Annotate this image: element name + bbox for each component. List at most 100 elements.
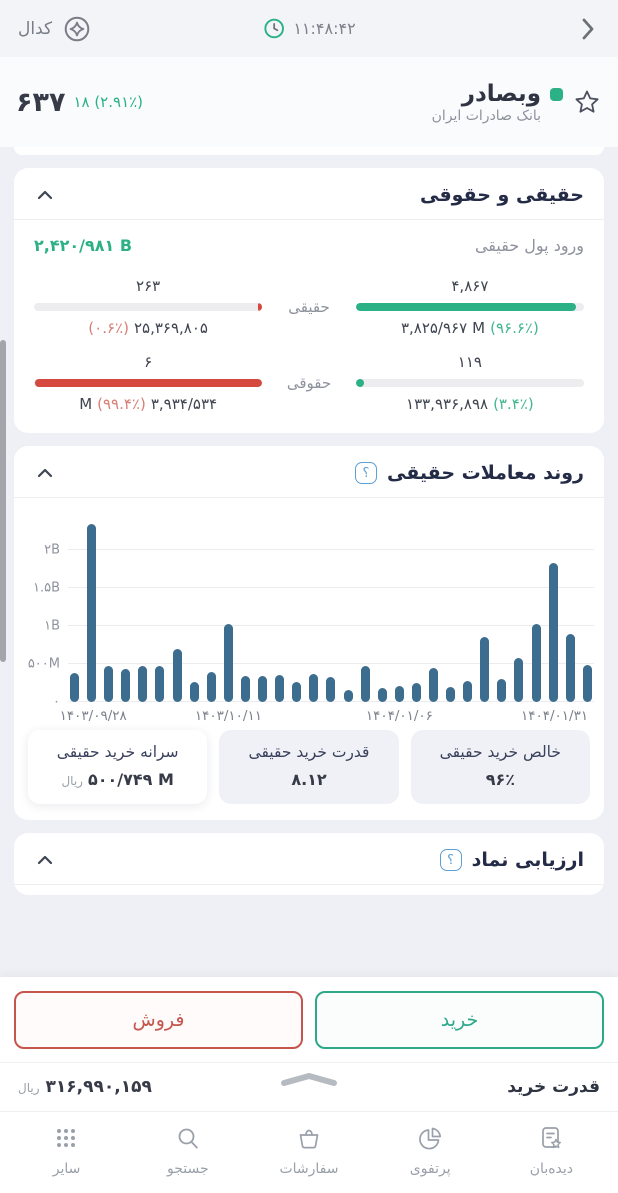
- money-inflow-value: ۲,۴۲۰/۹۸۱ B: [34, 236, 133, 255]
- card-title: ارزیابی نماد: [471, 849, 584, 871]
- last-price: ۶۳۷: [16, 86, 66, 118]
- collapse-button[interactable]: [34, 849, 56, 871]
- chart-bar: [377, 688, 387, 702]
- chevron-right-icon: [582, 18, 594, 39]
- sell-progress: [34, 303, 263, 311]
- y-axis: ۲B ۱.۵B ۱B ۵۰۰M ۰: [27, 542, 60, 710]
- chart-bar: [292, 682, 302, 702]
- buy-value: ۱۳۳,۹۳۶,۸۹۸ (۳.۴٪): [406, 395, 534, 413]
- buying-power-row: قدرت خرید ریال ۳۱۶,۹۹۰,۱۵۹: [0, 1063, 618, 1111]
- bottom-panel: خرید فروش قدرت خرید ریال ۳۱۶,۹۹۰,۱۵۹ دیده…: [0, 977, 618, 1193]
- sell-value: M (۹۹.۴٪) ۳,۹۳۴/۵۳۴: [79, 395, 218, 413]
- chart-bar: [138, 666, 148, 702]
- back-button[interactable]: [576, 14, 600, 44]
- money-inflow-row: ورود پول حقیقی ۲,۴۲۰/۹۸۱ B: [34, 236, 584, 255]
- divider: [0, 1111, 618, 1112]
- watchlist-icon: [542, 1127, 562, 1149]
- nav-search[interactable]: جستجو: [127, 1124, 248, 1177]
- card-title: حقیقی و حقوقی: [419, 184, 584, 206]
- orders-basket-icon: [299, 1129, 319, 1149]
- real-legal-card: حقیقی و حقوقی ورود پول حقیقی ۲,۴۲۰/۹۸۱ B…: [14, 168, 604, 433]
- codal-button[interactable]: کدال: [18, 14, 92, 44]
- bottom-nav: دیده‌بان پرتفوی سفارشات جستجو سایر: [0, 1112, 618, 1193]
- stat-real-buy-power[interactable]: قدرت خرید حقیقی ۸.۱۲: [219, 730, 399, 804]
- chevron-up-icon: [37, 855, 53, 865]
- nav-other[interactable]: سایر: [6, 1124, 127, 1177]
- nav-watchlist[interactable]: دیده‌بان: [491, 1124, 612, 1177]
- buy-progress: [355, 379, 584, 387]
- chart-bar: [309, 674, 319, 702]
- chart-bar: [531, 624, 541, 702]
- chart-bar: [514, 658, 524, 702]
- stat-boxes: خالص خرید حقیقی ۹۶٪ قدرت خرید حقیقی ۸.۱۲…: [14, 728, 604, 820]
- sell-progress: [34, 379, 263, 387]
- buy-value: ۳,۸۲۵/۹۶۷ M (۹۶.۶٪): [400, 319, 539, 337]
- chart-bar: [394, 686, 404, 702]
- more-dots-icon: [56, 1129, 75, 1147]
- buy-count: ۱۱۹: [457, 353, 482, 371]
- nav-orders[interactable]: سفارشات: [248, 1124, 369, 1177]
- chart-bar: [428, 668, 438, 702]
- row-label: حقوقی: [286, 374, 332, 392]
- chart-bar: [258, 676, 268, 702]
- chart-bar: [275, 675, 285, 702]
- market-time: ۱۱:۴۸:۴۲: [262, 17, 355, 40]
- chart-bar: [240, 676, 250, 702]
- chart-bar: [411, 683, 421, 702]
- chart-bars: [70, 512, 592, 702]
- chevron-up-icon: [37, 190, 53, 200]
- company-name: بانک صادرات ایران: [431, 108, 541, 125]
- row-label: حقیقی: [288, 298, 330, 316]
- buy-progress: [355, 303, 584, 311]
- stat-net-real-buy[interactable]: خالص خرید حقیقی ۹۶٪: [410, 730, 590, 804]
- portfolio-pie-icon: [419, 1127, 442, 1150]
- chart-bar: [121, 669, 131, 702]
- money-inflow-label: ورود پول حقیقی: [474, 236, 584, 255]
- collapse-button[interactable]: [34, 184, 56, 206]
- price-change: ۱۸ (۲.۹۱٪): [73, 93, 144, 111]
- chart-bar: [87, 524, 97, 702]
- help-icon[interactable]: ؟: [439, 849, 462, 871]
- buy-button[interactable]: خرید: [315, 991, 604, 1049]
- sell-count: ۶: [144, 353, 153, 371]
- chart-bar: [463, 681, 473, 702]
- evaluation-card: ارزیابی نماد ؟: [14, 833, 604, 895]
- chart-bar: [497, 679, 507, 702]
- chart-bar: [172, 649, 182, 702]
- chart-bar: [206, 672, 216, 702]
- divider: [0, 1062, 618, 1063]
- search-icon: [178, 1128, 198, 1149]
- chart-bar: [548, 563, 558, 702]
- chart-bar: [223, 624, 233, 702]
- nav-portfolio[interactable]: پرتفوی: [370, 1124, 491, 1177]
- legal-row: ۱۱۹ ۱۳۳,۹۳۶,۸۹۸ (۳.۴٪) حقوقی ۶ M (۹۹.۴٪) ۳,…: [34, 353, 584, 413]
- drag-handle[interactable]: [277, 1071, 341, 1087]
- sell-count: ۲۶۳: [136, 277, 161, 295]
- chart-bar: [155, 666, 165, 702]
- chevron-up-icon: [37, 468, 53, 478]
- chart-bar: [343, 690, 353, 702]
- chart-bar: [480, 637, 490, 702]
- chart-bar: [360, 666, 370, 702]
- symbol-header: وبصادر بانک صادرات ایران ۶۳۷ ۱۸ (۲.۹۱٪): [0, 57, 618, 147]
- tse-diamond-icon: [62, 14, 92, 44]
- codal-label: کدال: [18, 18, 53, 39]
- help-icon[interactable]: ؟: [354, 462, 377, 484]
- x-axis: ۱۴۰۳/۰۹/۲۸ ۱۴۰۳/۱۰/۱۱ ۱۴۰۴/۰۱/۰۶ ۱۴۰۴/۰۱…: [59, 708, 589, 724]
- stat-per-capita-buy[interactable]: سرانه خرید حقیقی ریال ۵۰۰/۷۴۹ M: [28, 730, 208, 804]
- chart-bar: [326, 677, 336, 702]
- chart-bar: [189, 682, 199, 702]
- scrollbar-thumb[interactable]: [0, 340, 6, 662]
- chart-bar: [446, 687, 456, 702]
- sell-button[interactable]: فروش: [14, 991, 303, 1049]
- card-title: روند معاملات حقیقی: [386, 462, 584, 484]
- chart-bar: [565, 634, 575, 702]
- chart-bar: [70, 673, 79, 702]
- favorite-star-icon[interactable]: [572, 87, 602, 117]
- collapse-button[interactable]: [34, 462, 56, 484]
- plot-area: ۱۴۰۳/۰۹/۲۸ ۱۴۰۳/۱۰/۱۱ ۱۴۰۴/۰۱/۰۶ ۱۴۰۴/۰۱…: [60, 512, 594, 724]
- symbol-name: وبصادر: [461, 80, 541, 107]
- buying-power-value: ریال ۳۱۶,۹۹۰,۱۵۹: [18, 1077, 152, 1097]
- previous-card-edge: [14, 147, 604, 155]
